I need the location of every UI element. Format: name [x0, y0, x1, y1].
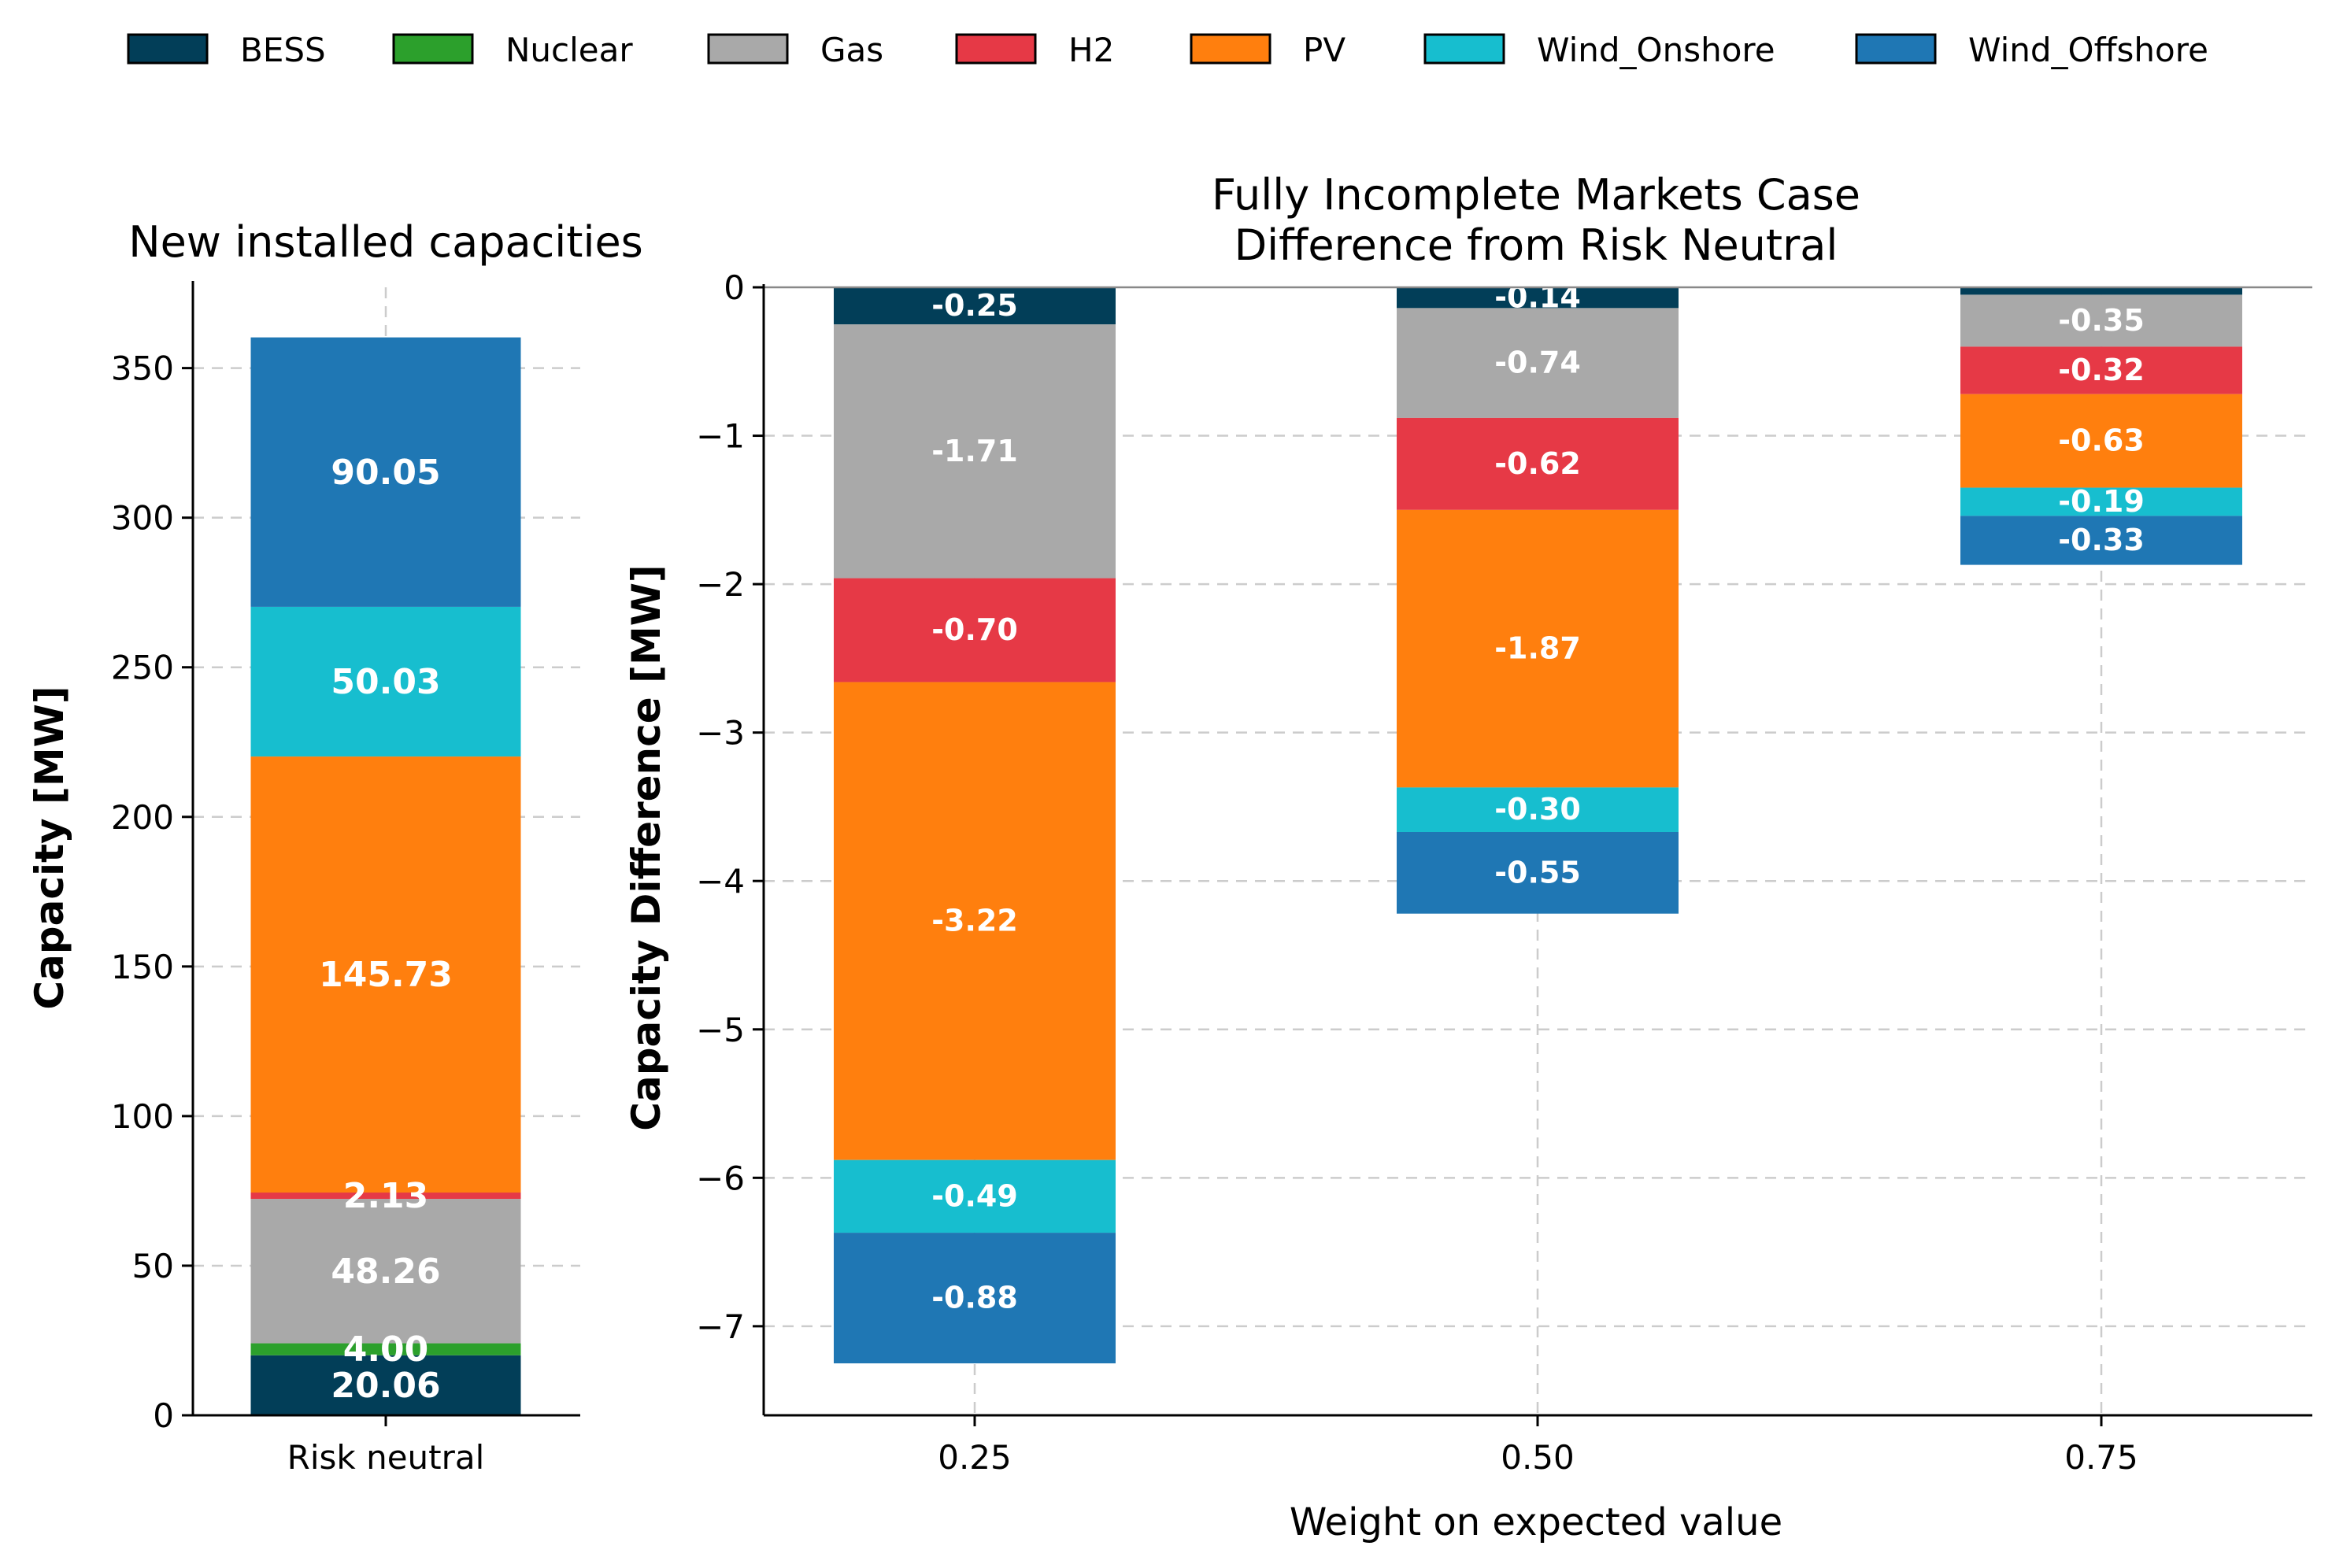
chart1-y-tick-label: 250: [111, 649, 174, 687]
chart2-y-tick-label: −3: [696, 714, 745, 753]
legend-label-nuclear: Nuclear: [505, 31, 633, 69]
bar-segment-wind-onshore-0-50: [1397, 787, 1679, 832]
chart2-title-line-2: Difference from Risk Neutral: [1234, 220, 1838, 270]
bar-label-gas-risk-neutral: 48.26: [331, 1252, 440, 1292]
chart1-y-tick-label: 100: [111, 1097, 174, 1136]
bar-label-h2-risk-neutral: 2.13: [343, 1176, 429, 1216]
legend-label-wind-onshore: Wind_Onshore: [1537, 31, 1775, 69]
bar-label-pv-0-25: -3.22: [931, 904, 1018, 938]
legend-swatch-wind-offshore: [1855, 33, 1937, 65]
bar-segment-pv-0-25: [834, 682, 1116, 1160]
chart1-y-tick-label: 350: [111, 349, 174, 388]
bar-label-h2-0-50: -0.62: [1494, 446, 1581, 481]
bar-segment-pv-0-50: [1397, 509, 1679, 788]
bar-segment-wind-onshore-0-25: [834, 1159, 1116, 1233]
bar-segment-bess-risk-neutral: [250, 1355, 521, 1415]
bar-label-bess-risk-neutral: 20.06: [331, 1366, 440, 1406]
bar-label-wind-offshore-risk-neutral: 90.05: [331, 453, 440, 493]
chart2-y-tick-label: −7: [696, 1307, 745, 1346]
bar-label-bess-0-50: -0.14: [1494, 280, 1581, 315]
bar-segment-gas-risk-neutral: [250, 1199, 521, 1344]
legend-label-wind-offshore: Wind_Offshore: [1968, 31, 2208, 69]
chart1-y-tick-label: 200: [111, 798, 174, 837]
bar-segment-wind-onshore-0-75: [1960, 487, 2242, 516]
bar-segment-pv-0-75: [1960, 394, 2242, 488]
bar-label-wind-onshore-0-25: -0.49: [931, 1178, 1018, 1213]
chart2-bars: -0.25 -1.71 -0.70 -3.22 -0.49 -0.88 -0.14 -0.74…: [834, 280, 2242, 1364]
bar-segment-bess-0-75: [1960, 287, 2242, 295]
chart2-title-line-1: Fully Incomplete Markets Case: [1212, 170, 1860, 220]
chart2-x-tick-label: 0.25: [938, 1438, 1012, 1477]
bar-segment-wind-offshore-0-25: [834, 1233, 1116, 1364]
chart2-y-tick-label: −2: [696, 565, 745, 604]
bar-label-wind-onshore-risk-neutral: 50.03: [331, 662, 440, 702]
bar-label-nuclear-risk-neutral: 4.00: [343, 1329, 429, 1370]
chart1-y-axis-label: Capacity [MW]: [27, 686, 72, 1009]
bar-label-gas-0-50: -0.74: [1494, 346, 1581, 380]
legend-label-gas: Gas: [820, 31, 883, 69]
legend-swatch-pv: [1190, 33, 1271, 65]
bar-segment-h2-0-50: [1397, 417, 1679, 510]
bar-label-h2-0-75: -0.32: [2058, 353, 2145, 387]
bar-label-pv-0-50: -1.87: [1494, 631, 1581, 666]
legend-swatch-bess: [127, 33, 209, 65]
chart1-y-tick-label: 0: [153, 1396, 174, 1435]
bar-segment-wind-offshore-risk-neutral: [250, 337, 521, 607]
chart2-y-tick-label: 0: [724, 268, 745, 307]
bar-segment-pv-risk-neutral: [250, 756, 521, 1193]
bar-label-h2-0-25: -0.70: [931, 612, 1018, 647]
legend-swatch-gas: [707, 33, 789, 65]
bar-segment-h2-0-75: [1960, 346, 2242, 394]
chart2-y-axis-label: Capacity Difference [MW]: [624, 564, 669, 1130]
chart-fully-incomplete-markets: Fully Incomplete Markets Case Difference…: [624, 170, 2312, 1544]
bar-segment-bess-0-50: [1397, 287, 1679, 309]
bar-segment-bess-0-25: [834, 287, 1116, 325]
chart1-x-tick-label: Risk neutral: [287, 1438, 485, 1477]
chart1-y-tick-label: 50: [132, 1247, 174, 1285]
legend-swatch-wind-onshore: [1423, 33, 1505, 65]
chart2-y-tick-label: −6: [696, 1159, 745, 1197]
chart2-x-axis-label: Weight on expected value: [1290, 1500, 1782, 1544]
bar-segment-wind-offshore-0-75: [1960, 516, 2242, 565]
legend-label-h2: H2: [1068, 31, 1114, 69]
chart2-y-tick-label: −1: [696, 417, 745, 456]
bar-segment-wind-offshore-0-50: [1397, 831, 1679, 914]
bar-label-wind-offshore-0-75: -0.33: [2058, 523, 2145, 557]
bar-segment-h2-risk-neutral: [250, 1193, 521, 1200]
legend: BESS Nuclear Gas H2 PV Wind_Onshore Wind_Offsh…: [127, 31, 2208, 69]
chart2-x-tick-label: 0.75: [2064, 1438, 2138, 1477]
bar-label-pv-risk-neutral: 145.73: [319, 955, 453, 995]
chart2-x-tick-label: 0.50: [1501, 1438, 1575, 1477]
chart-new-installed-capacities: New installed capacities 20.064.0048.262…: [27, 217, 643, 1477]
legend-swatch-nuclear: [392, 33, 474, 65]
legend-label-bess: BESS: [240, 31, 326, 69]
bar-segment-nuclear-risk-neutral: [250, 1343, 521, 1355]
legend-swatch-h2: [955, 33, 1037, 65]
bar-segment-h2-0-25: [834, 578, 1116, 682]
chart1-axes: 0 50 100 150 200 250 300 350 Risk neutral: [111, 281, 580, 1477]
bar-label-wind-onshore-0-50: -0.30: [1494, 792, 1581, 827]
chart1-y-tick-label: 300: [111, 499, 174, 538]
chart2-y-tick-label: −5: [696, 1011, 745, 1049]
legend-label-pv: PV: [1303, 31, 1346, 69]
bar-label-wind-onshore-0-75: -0.19: [2058, 484, 2145, 519]
chart2-y-tick-label: −4: [696, 862, 745, 900]
bar-label-bess-0-25: -0.25: [931, 288, 1018, 323]
bar-segment-gas-0-75: [1960, 294, 2242, 347]
bar-segment-wind-onshore-risk-neutral: [250, 606, 521, 757]
bar-label-wind-offshore-0-25: -0.88: [931, 1281, 1018, 1315]
bar-label-gas-0-25: -1.71: [931, 434, 1018, 468]
chart1-title: New installed capacities: [128, 217, 643, 267]
bar-segment-gas-0-25: [834, 324, 1116, 579]
bar-segment-gas-0-50: [1397, 308, 1679, 418]
chart1-y-tick-label: 150: [111, 948, 174, 986]
bar-label-gas-0-75: -0.35: [2058, 303, 2145, 338]
chart2-axes: 0 −1 −2 −3 −4 −5 −6 −7 0.25 0.50 0.75: [696, 268, 2312, 1477]
chart1-bars: 20.064.00 48.26 2.13 145.73 50.03 90.05: [250, 337, 521, 1415]
bar-label-wind-offshore-0-50: -0.55: [1494, 855, 1581, 889]
bar-label-pv-0-75: -0.63: [2058, 423, 2145, 458]
